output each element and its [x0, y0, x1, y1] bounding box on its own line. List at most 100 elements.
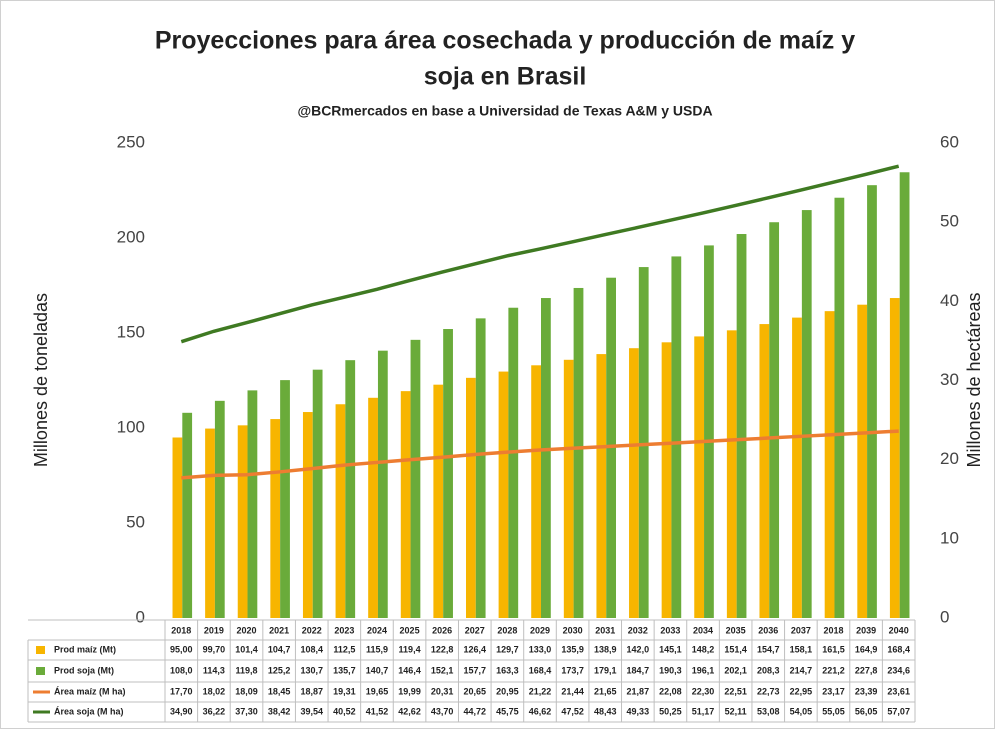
bar: [270, 419, 281, 618]
table-value: 18,87: [300, 686, 323, 696]
table-value: 50,25: [659, 706, 682, 716]
x-tick-label: 2033: [660, 625, 680, 635]
table-value: 22,73: [757, 686, 780, 696]
table-value: 164,9: [855, 644, 878, 654]
table-value: 45,75: [496, 706, 519, 716]
y2-tick-label: 60: [940, 132, 959, 151]
table-value: 55,05: [822, 706, 845, 716]
table-value: 19,99: [398, 686, 421, 696]
table-value: 196,1: [692, 665, 715, 675]
table-value: 49,33: [627, 706, 650, 716]
table-value: 173,7: [561, 665, 584, 675]
table-value: 34,90: [170, 706, 193, 716]
table-value: 126,4: [464, 644, 487, 654]
bar: [801, 210, 812, 618]
bar: [661, 342, 672, 618]
y2-tick-label: 10: [940, 528, 959, 547]
table-value: 39,54: [300, 706, 323, 716]
bar: [302, 412, 313, 618]
bar: [736, 234, 747, 618]
table-value: 21,87: [627, 686, 650, 696]
bar: [172, 437, 183, 618]
y-tick-label: 150: [117, 322, 145, 341]
table-value: 42,62: [398, 706, 421, 716]
table-value: 161,5: [822, 644, 845, 654]
table-value: 119,4: [399, 644, 421, 654]
table-value: 18,09: [235, 686, 258, 696]
table-value: 22,51: [724, 686, 747, 696]
table-value: 54,05: [790, 706, 813, 716]
table-value: 19,65: [366, 686, 389, 696]
table-value: 43,70: [431, 706, 454, 716]
x-tick-label: 2027: [465, 625, 485, 635]
y2-tick-label: 0: [940, 607, 949, 626]
bar: [899, 172, 910, 618]
x-tick-label: 2026: [432, 625, 452, 635]
table-value: 140,7: [366, 665, 389, 675]
x-tick-label: 2030: [563, 625, 583, 635]
table-value: 168,4: [529, 665, 552, 675]
bar: [280, 380, 290, 618]
y2-tick-label: 20: [940, 449, 959, 468]
y-tick-label: 50: [126, 512, 145, 531]
bar: [312, 369, 323, 618]
bar: [834, 197, 845, 618]
legend-swatch: [36, 667, 45, 675]
x-tick-label: 2018: [171, 625, 191, 635]
table-value: 17,70: [170, 686, 193, 696]
table-value: 129,7: [496, 644, 519, 654]
chart-title: soja en Brasil: [424, 63, 587, 91]
x-tick-label: 2020: [237, 625, 257, 635]
table-value: 234,6: [887, 665, 910, 675]
x-tick-label: 2039: [856, 625, 876, 635]
table-value: 157,7: [464, 665, 487, 675]
table-value: 48,43: [594, 706, 617, 716]
table-value: 40,52: [333, 706, 356, 716]
y-tick-label: 200: [117, 227, 145, 246]
table-value: 179,1: [594, 665, 617, 675]
table-value: 227,8: [855, 665, 878, 675]
table-value: 154,7: [757, 644, 780, 654]
table-value: 115,9: [366, 644, 388, 654]
table-value: 208,3: [757, 665, 780, 675]
chart-subtitle: @BCRmercados en base a Universidad de Te…: [297, 103, 712, 119]
table-value: 22,30: [692, 686, 715, 696]
line: [180, 164, 900, 344]
table-value: 47,52: [561, 706, 584, 716]
table-value: 214,7: [790, 665, 813, 675]
legend-label: Prod soja (Mt): [54, 665, 114, 675]
table-value: 21,44: [561, 686, 584, 696]
table-value: 163,3: [496, 665, 519, 675]
table-value: 168,4: [887, 644, 910, 654]
bar: [214, 400, 225, 618]
table-value: 148,2: [692, 644, 715, 654]
legend-swatch: [36, 646, 45, 654]
chart-title: Proyecciones para área cosechada y produ…: [155, 27, 855, 55]
x-tick-label: 2032: [628, 625, 648, 635]
bar: [377, 350, 388, 618]
legend-label: Prod maíz (Mt): [54, 644, 116, 654]
table-value: 99,70: [203, 644, 226, 654]
table-value: 23,39: [855, 686, 878, 696]
bar: [475, 318, 486, 618]
bar: [410, 339, 421, 618]
bar: [792, 317, 802, 618]
bar: [704, 245, 714, 618]
table-value: 108,4: [300, 644, 323, 654]
table-value: 151,4: [724, 644, 747, 654]
bar: [694, 336, 705, 618]
bar: [541, 298, 551, 618]
x-tick-label: 2023: [334, 625, 354, 635]
y2-axis-title: Millones de hectáreas: [964, 292, 984, 467]
table-value: 114,3: [203, 665, 225, 675]
table-value: 184,7: [627, 665, 650, 675]
bar: [573, 287, 584, 618]
table-value: 104,7: [268, 644, 291, 654]
table-value: 125,2: [268, 665, 291, 675]
table-value: 44,72: [464, 706, 487, 716]
bar: [857, 304, 868, 618]
table-value: 202,1: [724, 665, 747, 675]
table-value: 152,1: [431, 665, 454, 675]
table-value: 52,11: [725, 706, 747, 716]
table-value: 19,31: [333, 686, 356, 696]
